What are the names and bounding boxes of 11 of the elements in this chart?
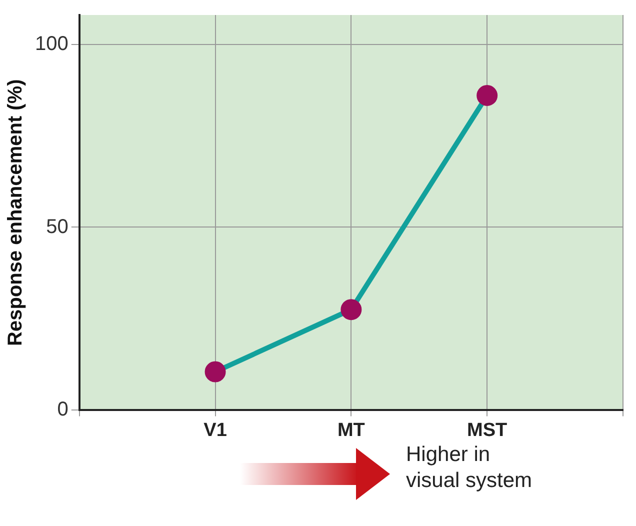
x-tick-label: MT bbox=[337, 420, 366, 441]
x-tick-label: MST bbox=[467, 420, 508, 441]
text: Higher in visual system bbox=[406, 442, 534, 494]
y-tick-label: 0 bbox=[57, 398, 68, 421]
y-axis-title: Response enhancement (%) bbox=[4, 79, 27, 346]
point bbox=[476, 85, 498, 106]
x-tick-label: V1 bbox=[204, 420, 228, 441]
point bbox=[204, 361, 226, 382]
point bbox=[340, 299, 362, 320]
y-tick-label: 100 bbox=[34, 32, 68, 55]
y-tick-label: 50 bbox=[46, 216, 68, 238]
